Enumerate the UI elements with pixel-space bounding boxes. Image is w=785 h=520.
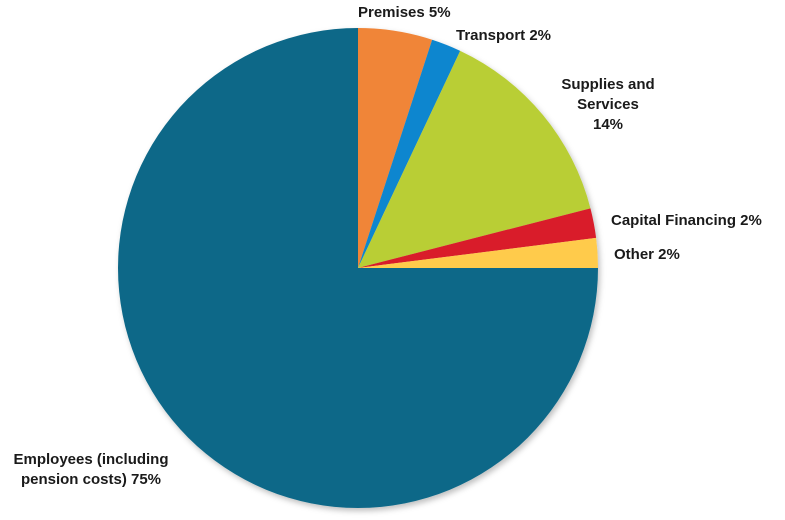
- label-supplies-line2: Services: [577, 96, 639, 113]
- label-supplies-line1: Supplies and: [561, 76, 655, 93]
- pie-slice-supplies-and-services: [358, 50, 591, 268]
- label-supplies-line3: 14%: [592, 116, 624, 133]
- label-other: Other 2%: [614, 246, 680, 263]
- label-employees-line1: Employees (including: [13, 451, 169, 468]
- label-transport: Transport 2%: [456, 27, 552, 44]
- label-premises: Premises 5%: [358, 4, 451, 21]
- label-employees-line2: pension costs) 75%: [20, 471, 162, 488]
- pie-slice-premises: [358, 28, 433, 268]
- label-employees: Employees (including pension costs) 75%: [2, 450, 180, 490]
- pie-slice-employees-including-pension-costs: [118, 28, 598, 508]
- pie-slice-capital-financing: [358, 208, 597, 268]
- pie-slice-transport: [358, 39, 461, 269]
- label-supplies-and-services: Supplies and Services 14%: [548, 75, 668, 135]
- label-capital-financing: Capital Financing 2%: [611, 212, 762, 229]
- pie-slice-other: [358, 237, 598, 268]
